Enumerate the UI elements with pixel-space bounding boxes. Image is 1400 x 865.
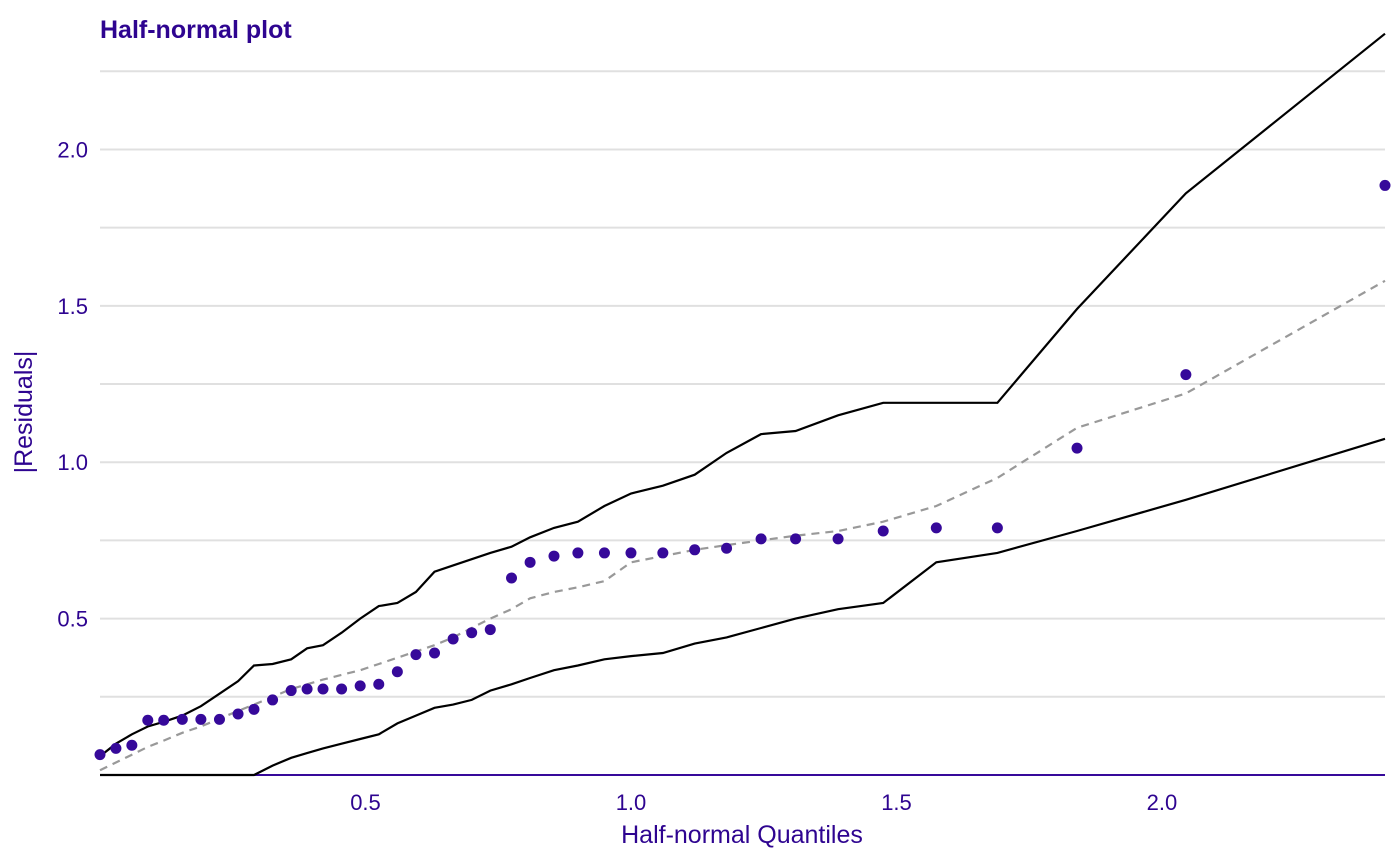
residual-point [506,572,518,584]
y-tick-label: 1.0 [57,450,88,475]
residual-point [1071,442,1083,454]
residual-point [373,678,385,690]
residual-point [721,542,733,554]
residual-point [657,547,669,559]
residual-point [832,533,844,545]
residual-point [142,714,154,726]
gridlines [100,70,1385,698]
y-tick-label: 1.5 [57,294,88,319]
residual-point [689,544,701,556]
x-tick-label: 2.0 [1147,790,1178,815]
residual-point [598,547,610,559]
residual-point [267,694,279,706]
x-tick-label: 0.5 [350,790,381,815]
y-tick-label: 2.0 [57,137,88,162]
residual-point [336,683,348,695]
residual-point [877,525,889,537]
residual-point [110,742,122,754]
residual-point [301,683,313,695]
y-axis-tick-labels: 0.5 1.0 1.5 2.0 [57,137,88,631]
y-tick-label: 0.5 [57,607,88,632]
residual-point [213,713,225,725]
residual-point [248,703,260,715]
residual-point [94,749,106,761]
y-axis-title: |Residuals| [10,351,38,474]
x-axis-tick-labels: 0.5 1.0 1.5 2.0 [350,790,1177,815]
residual-point [176,713,188,725]
x-tick-label: 1.5 [881,790,912,815]
x-tick-label: 1.0 [616,790,647,815]
residual-point [1180,369,1192,381]
residual-point [158,714,170,726]
residual-point [195,713,207,725]
residual-point [232,708,244,720]
residual-point [755,533,767,545]
residual-point [790,533,802,545]
residual-point [484,624,496,636]
residual-point [429,647,441,659]
residual-point [991,522,1003,534]
residual-point [625,547,637,559]
residual-point [447,633,459,645]
residual-point [524,556,536,568]
residual-point [317,683,329,695]
residual-point [410,649,422,661]
envelope-lines [99,32,1386,777]
residual-point [285,685,297,697]
residual-point [548,550,560,562]
residual-point [930,522,942,534]
x-axis-title: Half-normal Quantiles [621,821,863,849]
residual-point [126,739,138,751]
lower-envelope-line [100,437,1386,777]
residual-point [391,666,403,678]
chart-title: Half-normal plot [100,16,292,44]
residual-points [94,179,1391,761]
residual-point [466,627,478,639]
residual-point [572,547,584,559]
upper-envelope-line [99,32,1386,758]
residual-point [354,680,366,692]
residual-point [1379,179,1391,191]
